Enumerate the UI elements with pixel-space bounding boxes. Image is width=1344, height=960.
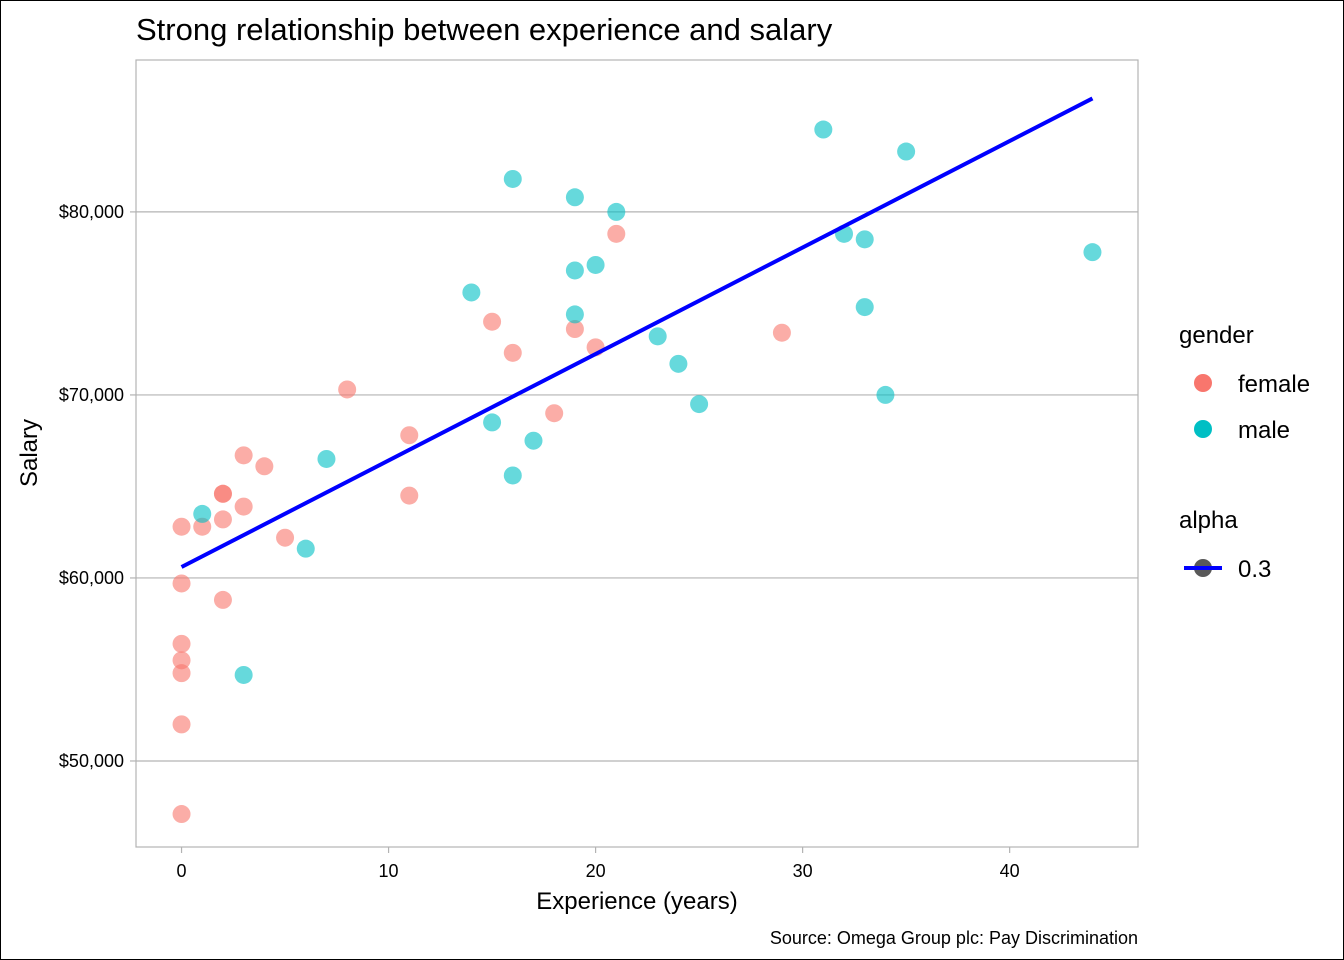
chart-caption: Source: Omega Group plc: Pay Discriminat…: [770, 928, 1138, 948]
chart-title: Strong relationship between experience a…: [136, 12, 833, 47]
data-point-female: [400, 426, 419, 445]
data-point-female: [400, 486, 419, 505]
data-points: [172, 120, 1102, 824]
data-point-female: [545, 404, 564, 423]
data-point-male: [193, 504, 212, 523]
data-point-female: [213, 510, 232, 529]
data-point-female: [483, 312, 502, 331]
legend-label-male: male: [1238, 417, 1290, 444]
data-point-female: [234, 446, 253, 465]
data-point-male: [855, 298, 874, 317]
data-point-male: [296, 539, 315, 558]
legend-key-male: [1194, 420, 1212, 438]
legend-title-gender: gender: [1179, 322, 1254, 349]
x-tick-label: 0: [177, 861, 187, 881]
data-point-female: [213, 590, 232, 609]
data-point-male: [669, 354, 688, 373]
data-point-male: [1083, 243, 1102, 262]
data-point-female: [193, 517, 212, 536]
x-tick-label: 30: [793, 861, 813, 881]
data-point-male: [565, 188, 584, 207]
data-point-male: [462, 283, 481, 302]
data-point-female: [172, 664, 191, 683]
axes: $50,000 $60,000 $70,000 $80,000 0 10 20 30 40: [59, 202, 1020, 881]
data-point-male: [317, 449, 336, 468]
data-point-male: [483, 413, 502, 432]
data-point-female: [255, 457, 274, 476]
data-point-male: [234, 665, 253, 684]
y-tick-label: $70,000: [59, 385, 124, 405]
data-point-female: [338, 380, 357, 399]
y-axis-title: Salary: [16, 419, 43, 487]
data-point-male: [814, 120, 833, 139]
legend-title-alpha: alpha: [1179, 507, 1238, 534]
data-point-male: [648, 327, 667, 346]
data-point-male: [876, 385, 895, 404]
data-point-female: [172, 715, 191, 734]
data-point-male: [503, 169, 522, 188]
data-point-female: [772, 323, 791, 342]
gridlines: [136, 211, 1138, 762]
x-tick-label: 20: [586, 861, 606, 881]
data-point-female: [234, 497, 253, 516]
data-point-female: [172, 805, 191, 824]
data-point-male: [897, 142, 916, 161]
legend-label-female: female: [1238, 371, 1310, 398]
trend-line-group: [180, 96, 1094, 569]
data-point-female: [172, 517, 191, 536]
x-axis-title: Experience (years): [536, 888, 737, 915]
y-tick-label: $80,000: [59, 202, 124, 222]
data-point-female: [565, 320, 584, 339]
x-tick-label: 10: [379, 861, 399, 881]
data-point-female: [172, 634, 191, 653]
data-point-male: [503, 466, 522, 485]
x-tick-label: 40: [1000, 861, 1020, 881]
data-point-female: [607, 224, 626, 243]
data-point-female: [276, 528, 295, 547]
plot-panel: [135, 59, 1139, 848]
y-tick-label: $60,000: [59, 568, 124, 588]
data-point-female: [172, 651, 191, 670]
data-point-male: [524, 431, 543, 450]
data-point-male: [586, 255, 605, 274]
legend-label-alpha: 0.3: [1238, 556, 1271, 583]
data-point-male: [690, 395, 709, 414]
data-point-female: [172, 574, 191, 593]
trend-line: [180, 96, 1094, 569]
data-point-male: [607, 202, 626, 221]
data-point-male: [855, 230, 874, 249]
legend-key-female: [1194, 374, 1212, 392]
data-point-female: [503, 343, 522, 362]
y-tick-label: $50,000: [59, 751, 124, 771]
data-point-male: [565, 261, 584, 280]
data-point-male: [565, 305, 584, 324]
data-point-female: [213, 484, 232, 503]
